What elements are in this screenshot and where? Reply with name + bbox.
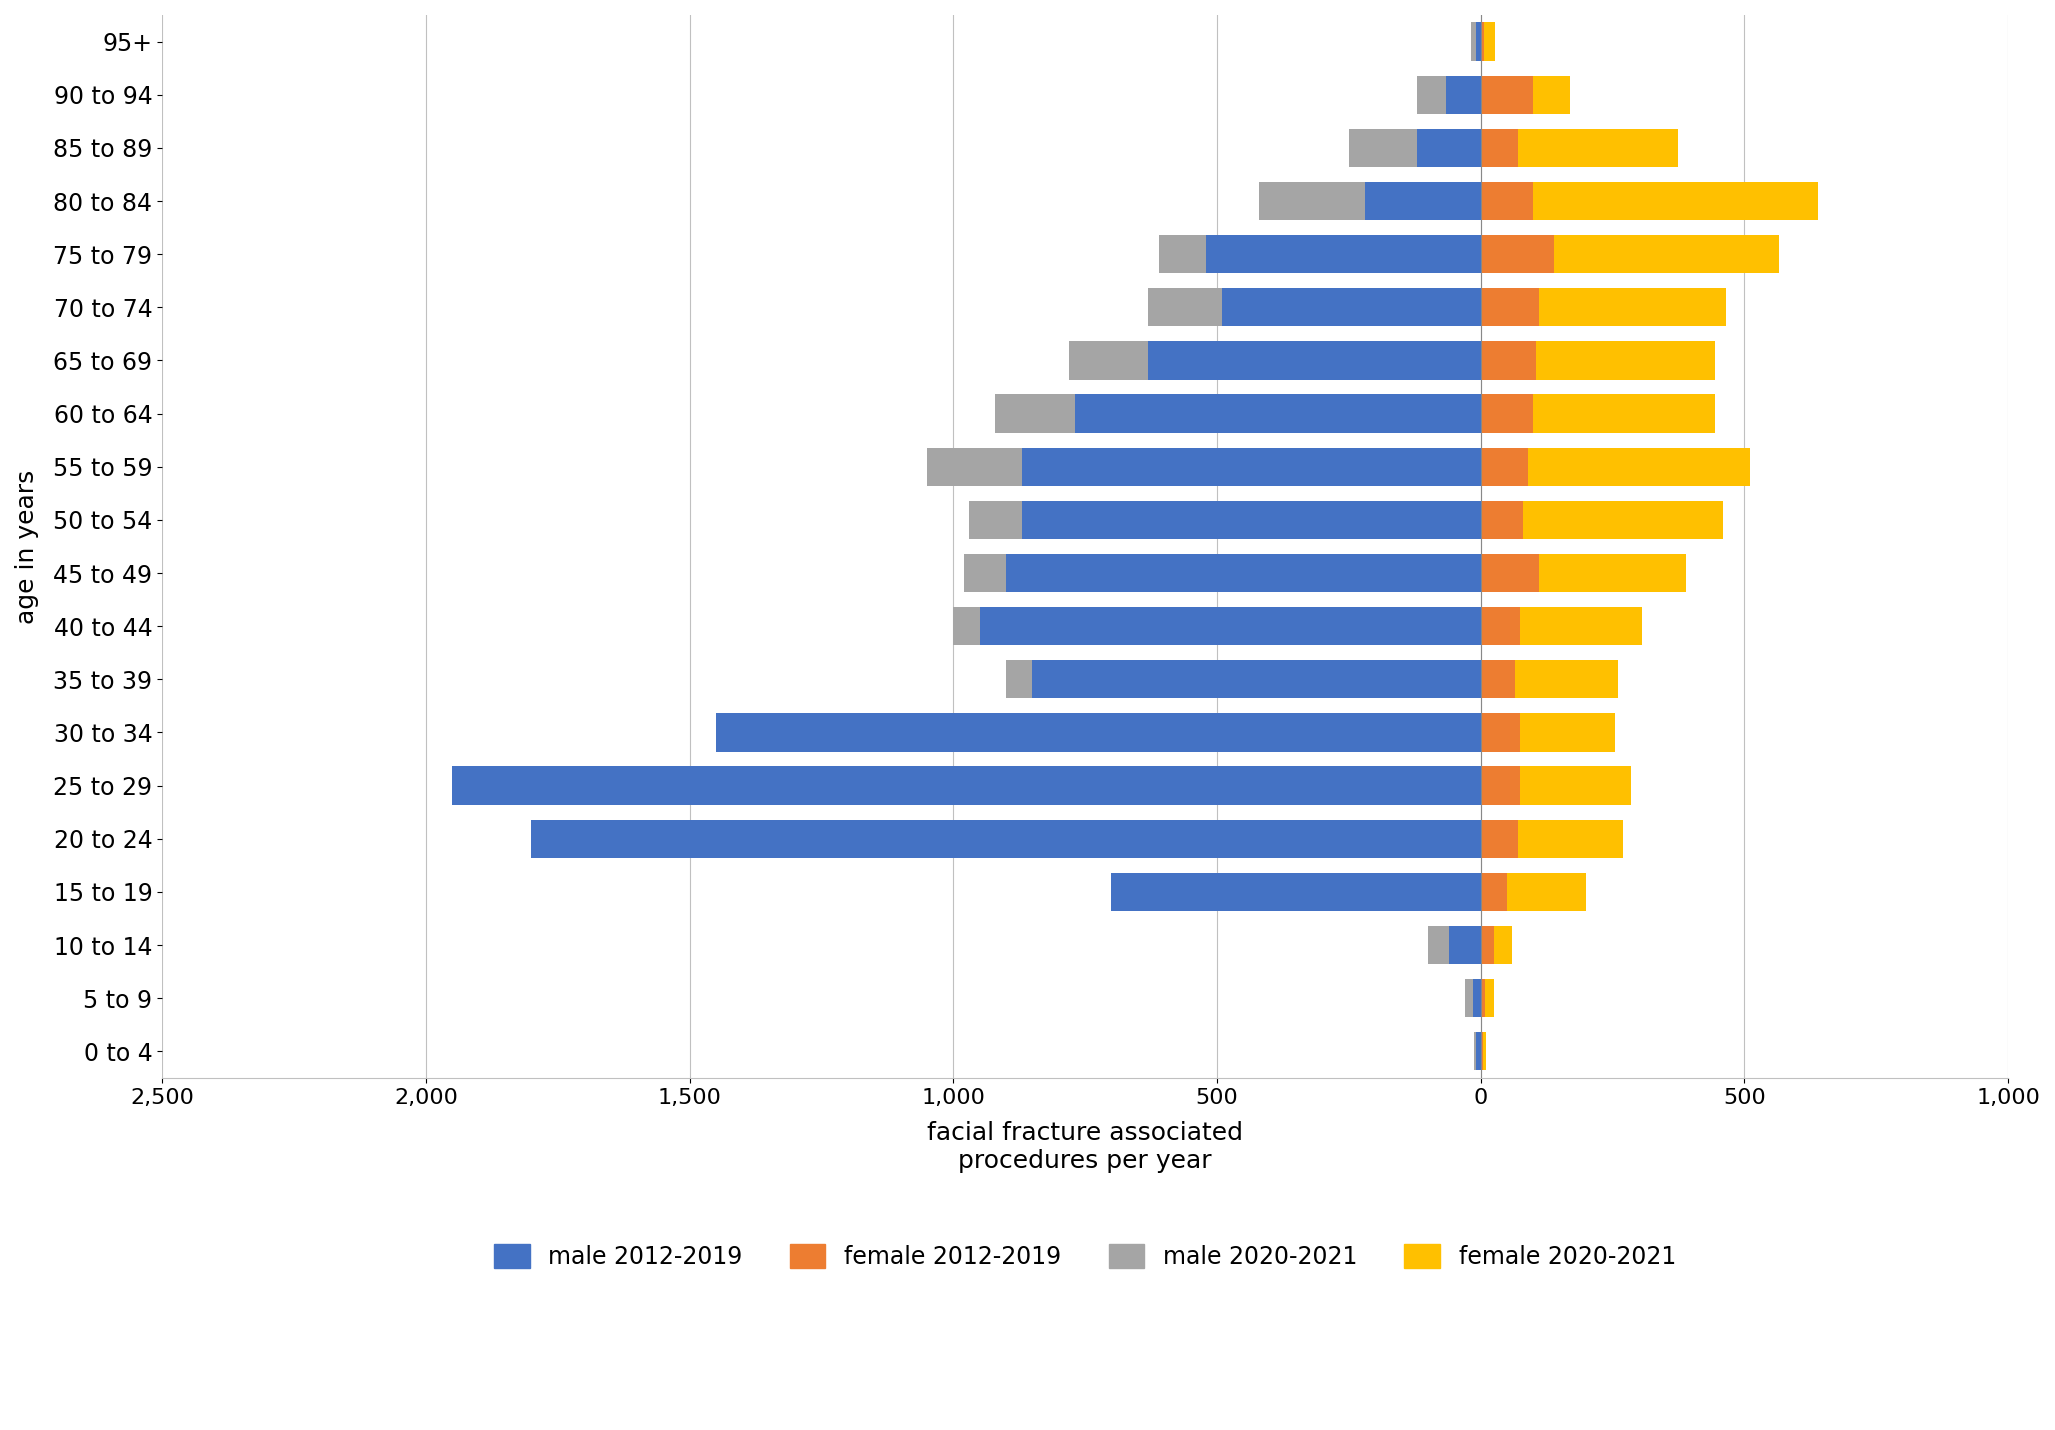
Bar: [980, 606, 1482, 645]
Bar: [1482, 448, 1529, 486]
Bar: [1482, 925, 1512, 964]
Bar: [1260, 182, 1482, 220]
Bar: [1482, 606, 1521, 645]
Bar: [964, 553, 1482, 592]
Bar: [1482, 76, 1533, 114]
Bar: [452, 766, 1482, 805]
Bar: [1482, 500, 1724, 539]
Bar: [1149, 342, 1482, 379]
Bar: [1032, 661, 1482, 698]
Bar: [715, 714, 1482, 752]
Bar: [1482, 872, 1586, 911]
Bar: [1482, 606, 1642, 645]
Bar: [1482, 235, 1780, 273]
X-axis label: facial fracture associated
procedures per year: facial fracture associated procedures pe…: [927, 1121, 1243, 1173]
Bar: [1482, 980, 1494, 1017]
Bar: [1473, 1032, 1482, 1071]
Bar: [1482, 872, 1506, 911]
Bar: [1206, 235, 1482, 273]
Bar: [1482, 553, 1539, 592]
Bar: [1482, 500, 1523, 539]
Bar: [1149, 289, 1482, 326]
Bar: [1482, 448, 1749, 486]
Bar: [1482, 925, 1494, 964]
Bar: [1007, 661, 1482, 698]
Bar: [1473, 980, 1482, 1017]
Bar: [1365, 182, 1482, 220]
Bar: [1482, 76, 1570, 114]
Bar: [557, 766, 1482, 805]
Bar: [927, 448, 1482, 486]
Bar: [1075, 395, 1482, 433]
Bar: [664, 819, 1482, 858]
Bar: [1482, 23, 1484, 60]
Bar: [1482, 714, 1615, 752]
Bar: [532, 819, 1482, 858]
Bar: [1021, 448, 1482, 486]
Bar: [1482, 342, 1716, 379]
Bar: [1418, 76, 1482, 114]
Bar: [1475, 23, 1482, 60]
Bar: [1482, 129, 1517, 167]
Bar: [1159, 235, 1482, 273]
Bar: [1482, 182, 1819, 220]
Bar: [1482, 766, 1521, 805]
Bar: [1482, 182, 1533, 220]
Bar: [1223, 289, 1482, 326]
Bar: [1447, 76, 1482, 114]
Bar: [1428, 925, 1482, 964]
Bar: [1482, 714, 1521, 752]
Bar: [1007, 553, 1482, 592]
Bar: [1482, 235, 1554, 273]
Legend: male 2012-2019, female 2012-2019, male 2020-2021, female 2020-2021: male 2012-2019, female 2012-2019, male 2…: [485, 1234, 1685, 1278]
Bar: [1465, 980, 1482, 1017]
Bar: [1482, 1032, 1484, 1071]
Bar: [1021, 500, 1482, 539]
Bar: [1482, 129, 1679, 167]
Bar: [1482, 661, 1515, 698]
Bar: [1112, 872, 1482, 911]
Bar: [1112, 872, 1482, 911]
Bar: [1348, 129, 1482, 167]
Bar: [1482, 395, 1533, 433]
Bar: [1482, 289, 1539, 326]
Bar: [1482, 1032, 1486, 1071]
Bar: [1482, 661, 1617, 698]
Bar: [995, 395, 1482, 433]
Bar: [1482, 980, 1486, 1017]
Bar: [1482, 819, 1623, 858]
Bar: [1482, 819, 1517, 858]
Bar: [1449, 925, 1482, 964]
Bar: [1482, 289, 1726, 326]
Bar: [970, 500, 1482, 539]
Bar: [1482, 766, 1632, 805]
Bar: [1418, 129, 1482, 167]
Bar: [795, 714, 1482, 752]
Bar: [1482, 23, 1496, 60]
Bar: [1069, 342, 1482, 379]
Bar: [1482, 395, 1716, 433]
Bar: [1475, 1032, 1482, 1071]
Bar: [954, 606, 1482, 645]
Bar: [1471, 23, 1482, 60]
Bar: [1482, 342, 1535, 379]
Bar: [1482, 553, 1687, 592]
Y-axis label: age in years: age in years: [14, 469, 39, 623]
